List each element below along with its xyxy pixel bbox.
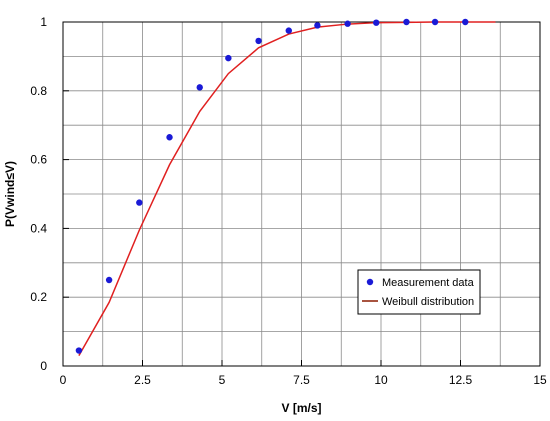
measurement-point <box>285 27 292 34</box>
measurement-points <box>75 18 469 354</box>
x-tick-label: 10 <box>374 373 388 387</box>
x-tick-label: 15 <box>533 373 547 387</box>
measurement-point <box>255 37 262 45</box>
y-tick-label: 0.4 <box>30 221 47 235</box>
y-tick-label: 0.8 <box>30 84 47 98</box>
measurement-point <box>105 276 113 284</box>
y-tick-label: 1 <box>40 15 47 29</box>
y-tick-label: 0.2 <box>30 290 47 304</box>
x-axis-ticks: 0 2.5 5 7.5 10 12.5 15 <box>60 360 547 387</box>
legend-box <box>357 269 481 315</box>
x-tick-label: 2.5 <box>134 373 151 387</box>
y-axis-label: P(Vwind≤V) <box>3 161 17 227</box>
measurement-point <box>225 54 232 62</box>
measurement-point <box>75 347 83 354</box>
x-tick-label: 5 <box>219 373 226 387</box>
measurement-point <box>373 19 380 26</box>
measurement-point <box>136 199 143 206</box>
measurement-point <box>344 20 351 27</box>
measurement-point <box>196 84 203 91</box>
x-tick-label: 7.5 <box>293 373 310 387</box>
measurement-point <box>462 18 469 26</box>
measurement-point <box>314 22 321 29</box>
legend-marker-measurement <box>366 278 374 286</box>
y-tick-label: 0.6 <box>30 153 47 167</box>
x-tick-label: 12.5 <box>449 373 473 387</box>
measurement-point <box>166 134 173 141</box>
x-axis-label: V [m/s] <box>281 401 321 415</box>
measurement-point <box>403 18 410 26</box>
legend: Measurement data Weibull distribution <box>357 269 481 315</box>
y-tick-label: 0 <box>40 359 47 373</box>
legend-label-weibull: Weibull distribution <box>382 296 474 308</box>
weibull-line <box>78 21 496 357</box>
y-axis-ticks: 0 0.2 0.4 0.6 0.8 1 <box>30 15 69 373</box>
measurement-point <box>431 18 439 26</box>
x-tick-label: 0 <box>60 373 67 387</box>
legend-label-measurement: Measurement data <box>382 277 475 289</box>
